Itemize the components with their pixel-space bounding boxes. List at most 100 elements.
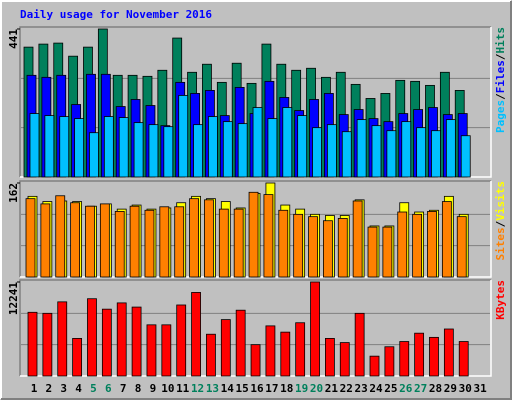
- bar: [356, 119, 367, 178]
- bar: [222, 121, 233, 178]
- bar: [326, 124, 337, 178]
- bar: [204, 199, 214, 278]
- legend-separator: /: [494, 93, 507, 100]
- bar: [103, 116, 114, 178]
- chart-title: Daily usage for November 2016: [20, 8, 212, 21]
- x-tick-label: 1: [31, 382, 38, 395]
- bar: [114, 211, 125, 278]
- x-tick-label: 12: [191, 382, 204, 395]
- x-tick-label: 8: [135, 382, 142, 395]
- bar: [191, 292, 201, 377]
- bar: [369, 355, 380, 377]
- bar: [174, 206, 185, 278]
- bar: [412, 213, 423, 278]
- bar: [354, 312, 365, 377]
- bar: [59, 116, 70, 178]
- x-tick-label: 25: [384, 382, 397, 395]
- bar: [220, 319, 231, 377]
- bar: [163, 126, 174, 178]
- bar: [233, 208, 244, 278]
- x-tick-label: 4: [75, 382, 82, 395]
- bar: [44, 115, 55, 178]
- bar: [116, 302, 127, 377]
- bar: [322, 220, 333, 278]
- bar: [429, 336, 439, 377]
- bar: [341, 131, 352, 178]
- bar: [235, 309, 246, 377]
- bar: [144, 209, 155, 278]
- bar: [416, 127, 427, 178]
- bar: [371, 125, 382, 178]
- legend: Pages/Files/Hits: [494, 27, 507, 133]
- legend: Sites/Visits: [494, 181, 507, 261]
- x-tick-label: 5: [90, 382, 97, 395]
- bar: [189, 198, 199, 278]
- y-tick-label: 441: [7, 29, 20, 49]
- x-tick-label: 17: [265, 382, 278, 395]
- bar: [265, 325, 276, 377]
- bar: [278, 209, 289, 278]
- bar: [176, 304, 187, 377]
- bar: [282, 107, 293, 178]
- bar: [414, 332, 425, 377]
- legend-entry: Visits: [494, 181, 507, 221]
- bar: [280, 331, 291, 377]
- x-tick-label: 22: [340, 382, 353, 395]
- bar: [74, 118, 85, 178]
- legend-entry: KBytes: [494, 280, 507, 320]
- x-tick-label: 13: [206, 382, 219, 395]
- bar: [367, 226, 378, 278]
- x-tick-label: 11: [176, 382, 190, 395]
- bar: [252, 107, 263, 178]
- legend-separator: /: [494, 53, 507, 60]
- bar: [237, 123, 248, 178]
- legend: KBytes: [494, 280, 507, 320]
- panel-frame-dark: [19, 180, 491, 277]
- x-tick-label: 31: [473, 382, 487, 395]
- bar: [337, 217, 348, 278]
- bar: [118, 117, 129, 178]
- bar: [427, 211, 437, 278]
- bar: [250, 344, 261, 377]
- legend-entry: Files: [494, 60, 507, 93]
- bar: [352, 200, 363, 278]
- bar: [208, 116, 218, 178]
- bar: [263, 194, 274, 278]
- bar: [161, 324, 172, 377]
- bar: [248, 191, 259, 278]
- y-tick-label: 162: [7, 183, 20, 203]
- bar: [101, 308, 112, 377]
- bar: [443, 328, 454, 377]
- y-tick-label: 12241: [7, 282, 20, 315]
- bar: [129, 205, 140, 278]
- bar: [89, 132, 99, 178]
- bar: [308, 216, 318, 278]
- x-tick-label: 20: [310, 382, 323, 395]
- bar: [57, 301, 68, 377]
- bar: [293, 213, 304, 278]
- bar: [72, 338, 83, 377]
- bar: [267, 118, 278, 178]
- bar: [146, 324, 157, 377]
- bar: [85, 205, 95, 278]
- bar: [27, 311, 38, 377]
- bar: [441, 201, 452, 278]
- bar: [445, 119, 456, 178]
- x-tick-label: 28: [429, 382, 442, 395]
- bar: [386, 130, 397, 178]
- bar: [25, 198, 36, 278]
- bar: [399, 341, 410, 377]
- bar: [193, 124, 203, 178]
- x-tick-label: 9: [150, 382, 157, 395]
- x-tick-label: 7: [120, 382, 127, 395]
- bar: [401, 121, 412, 178]
- bar: [397, 211, 408, 278]
- x-tick-label: 30: [459, 382, 472, 395]
- legend-entry: Hits: [494, 27, 507, 54]
- x-tick-label: 18: [280, 382, 293, 395]
- bar: [55, 195, 66, 278]
- legend-separator: /: [494, 220, 507, 227]
